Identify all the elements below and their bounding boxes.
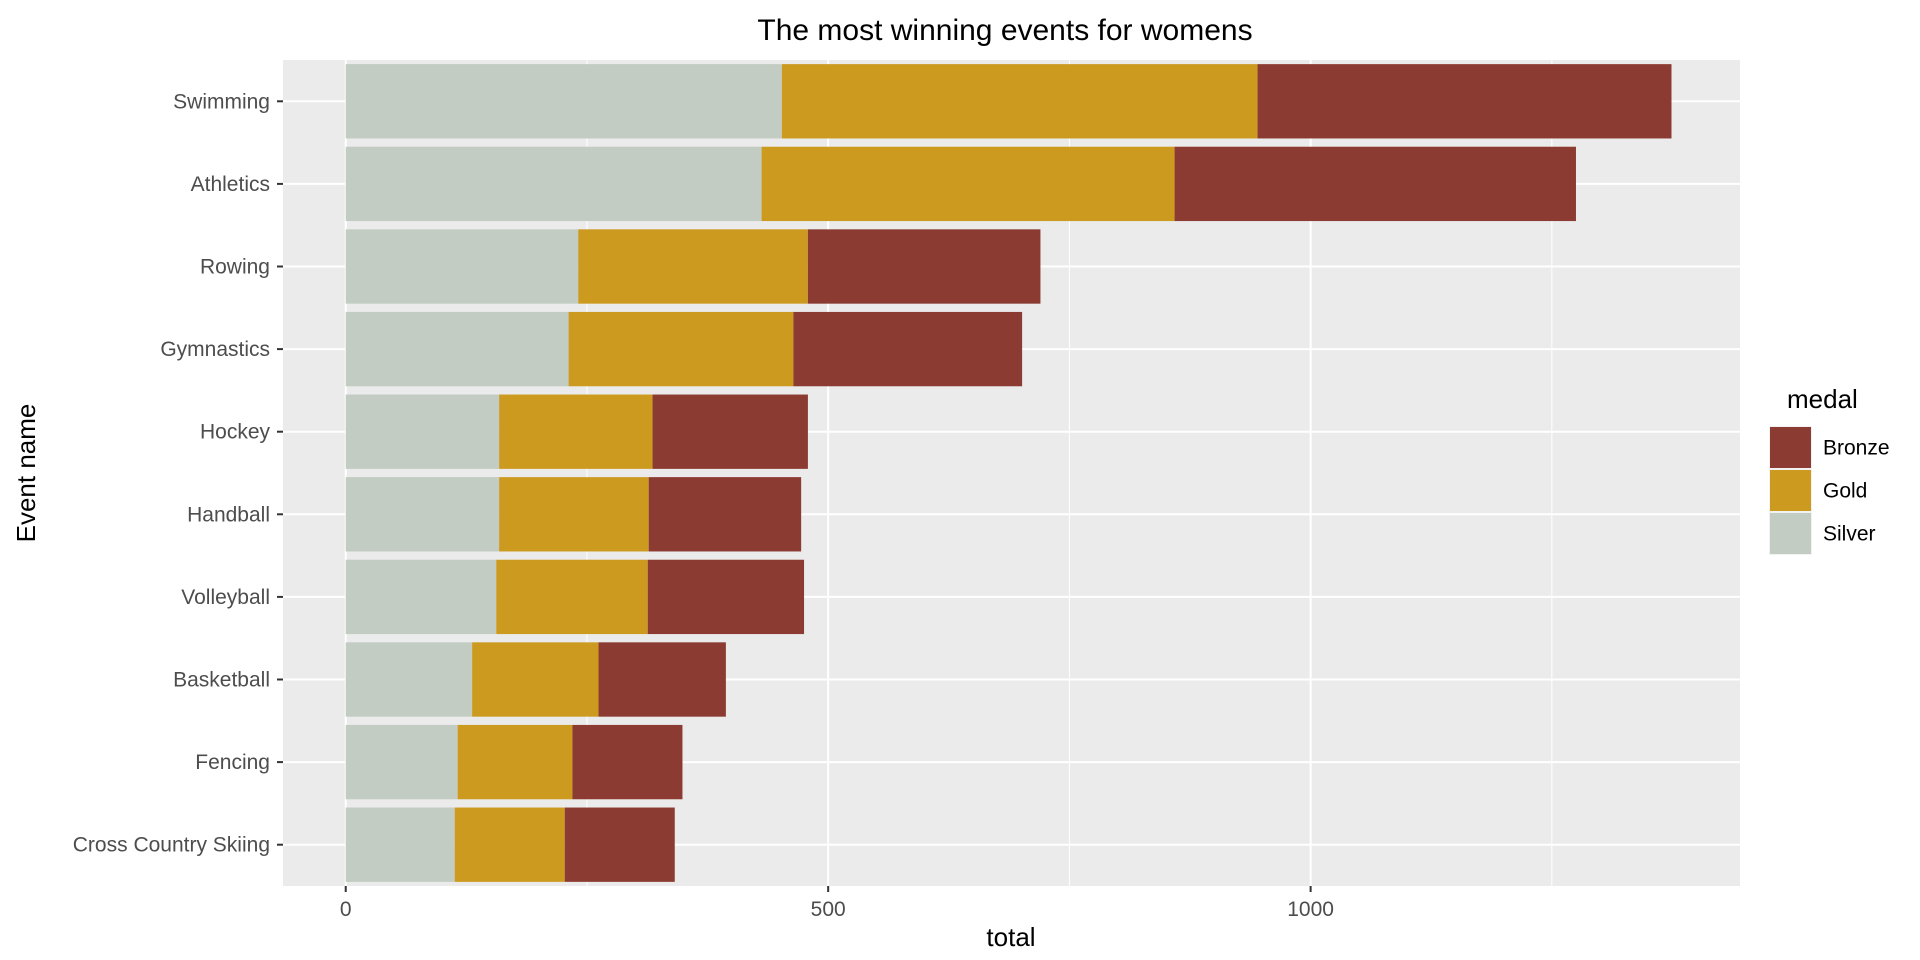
- y-axis: Swimming Athletics Rowing Gymnastics Hockey H…: [73, 90, 283, 857]
- legend-label-gold: Gold: [1823, 480, 1867, 503]
- legend-label-bronze: Bronze: [1823, 437, 1890, 460]
- legend-title: medal: [1787, 384, 1858, 414]
- bar-basketball-silver: [345, 642, 473, 717]
- y-tick-label: Gymnastics: [160, 338, 270, 361]
- bar-volleyball-gold: [496, 559, 648, 635]
- legend-key-bronze: [1770, 427, 1811, 468]
- y-tick-label: Fencing: [195, 751, 270, 774]
- y-tick-label: Athletics: [191, 173, 270, 196]
- y-tick-label: Hockey: [200, 421, 271, 444]
- bar-athletics-gold: [761, 146, 1175, 222]
- x-axis-title: total: [986, 922, 1035, 952]
- y-axis-title: Event name: [11, 404, 41, 543]
- bar-hockey-silver: [345, 394, 500, 469]
- bar-layer: [345, 64, 1672, 882]
- x-axis: 0 500 1000: [340, 886, 1334, 921]
- bar-rowing-gold: [578, 229, 808, 304]
- y-tick-label: Volleyball: [181, 586, 270, 609]
- bar-fencing-gold: [457, 724, 573, 800]
- bar-gymnastics-gold: [568, 311, 794, 387]
- legend-key-gold: [1770, 470, 1811, 511]
- y-tick-label: Cross Country Skiing: [73, 834, 270, 857]
- y-tick-label: Basketball: [173, 669, 270, 692]
- bar-swimming-gold: [781, 64, 1258, 139]
- bar-handball-bronze: [648, 477, 802, 552]
- x-tick-label: 1000: [1287, 898, 1334, 921]
- bar-athletics-bronze: [1174, 146, 1576, 222]
- y-tick-label: Handball: [187, 503, 270, 526]
- y-tick-label: Rowing: [200, 256, 270, 279]
- bar-cross-country-skiing-bronze: [564, 807, 675, 882]
- bar-rowing-silver: [345, 229, 579, 304]
- bar-volleyball-bronze: [647, 559, 805, 635]
- legend: medal Bronze Gold Silver: [1769, 384, 1890, 555]
- bar-hockey-gold: [499, 394, 653, 469]
- bar-swimming-silver: [345, 64, 782, 139]
- y-tick-label: Swimming: [173, 90, 270, 113]
- x-tick-label: 0: [340, 898, 352, 921]
- bar-handball-gold: [499, 477, 649, 552]
- bar-rowing-bronze: [807, 229, 1041, 304]
- bar-basketball-bronze: [598, 642, 726, 717]
- chart-title: The most winning events for womens: [757, 14, 1252, 47]
- bar-basketball-gold: [472, 642, 599, 717]
- bar-cross-country-skiing-silver: [345, 807, 455, 882]
- legend-label-silver: Silver: [1823, 523, 1876, 546]
- bar-hockey-bronze: [652, 394, 808, 469]
- bar-swimming-bronze: [1257, 64, 1672, 139]
- bar-handball-silver: [345, 477, 500, 552]
- bar-fencing-silver: [345, 724, 458, 800]
- bar-fencing-bronze: [572, 724, 683, 800]
- x-tick-label: 500: [811, 898, 846, 921]
- bar-athletics-silver: [345, 146, 762, 222]
- bar-volleyball-silver: [345, 559, 497, 635]
- legend-key-silver: [1770, 513, 1811, 554]
- bar-cross-country-skiing-gold: [454, 807, 565, 882]
- bar-gymnastics-silver: [345, 311, 569, 387]
- bar-gymnastics-bronze: [793, 311, 1023, 387]
